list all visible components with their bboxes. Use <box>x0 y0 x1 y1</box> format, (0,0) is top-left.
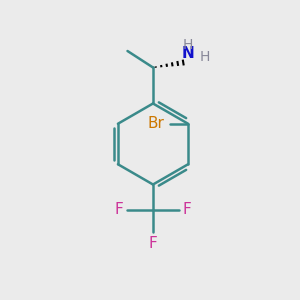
Text: F: F <box>148 236 158 250</box>
Text: Br: Br <box>147 116 164 131</box>
Text: H: H <box>183 38 193 52</box>
Text: F: F <box>183 202 192 217</box>
Text: F: F <box>114 202 123 217</box>
Text: N: N <box>182 46 194 61</box>
Text: H: H <box>200 50 210 64</box>
